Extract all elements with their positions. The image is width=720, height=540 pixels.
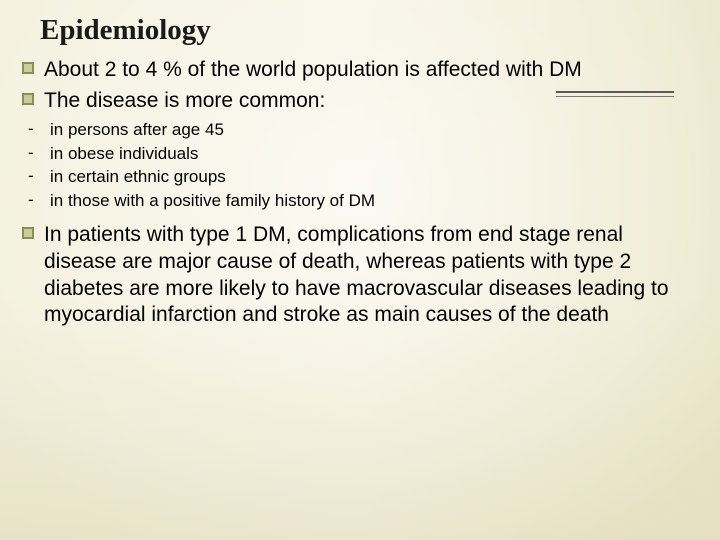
dash-bullet-icon: - — [28, 119, 40, 139]
dash-bullet-icon: - — [28, 166, 40, 186]
square-bullet-icon — [22, 62, 34, 74]
bullet-row: In patients with type 1 DM, complication… — [22, 222, 698, 330]
bullet-text: In patients with type 1 DM, complication… — [44, 222, 698, 330]
square-bullet-icon — [22, 93, 34, 105]
sub-bullet-text: in obese individuals — [50, 143, 198, 165]
sub-bullet-row: - in persons after age 45 — [28, 119, 698, 141]
sub-bullet-row: - in certain ethnic groups — [28, 166, 698, 188]
dash-bullet-icon: - — [28, 190, 40, 210]
slide-content: Epidemiology About 2 to 4 % of the world… — [0, 0, 720, 329]
sub-bullet-row: - in obese individuals — [28, 143, 698, 165]
sub-bullet-text: in certain ethnic groups — [50, 166, 226, 188]
bullet-row: About 2 to 4 % of the world population i… — [22, 57, 698, 84]
dash-bullet-icon: - — [28, 143, 40, 163]
bullet-text: The disease is more common: — [44, 88, 325, 115]
sub-bullet-row: - in those with a positive family histor… — [28, 190, 698, 212]
slide-title: Epidemiology — [40, 14, 698, 47]
sub-bullet-text: in persons after age 45 — [50, 119, 224, 141]
sub-bullet-text: in those with a positive family history … — [50, 190, 375, 212]
square-bullet-icon — [22, 227, 34, 239]
bullet-text: About 2 to 4 % of the world population i… — [44, 57, 582, 84]
bullet-row: The disease is more common: — [22, 88, 698, 115]
